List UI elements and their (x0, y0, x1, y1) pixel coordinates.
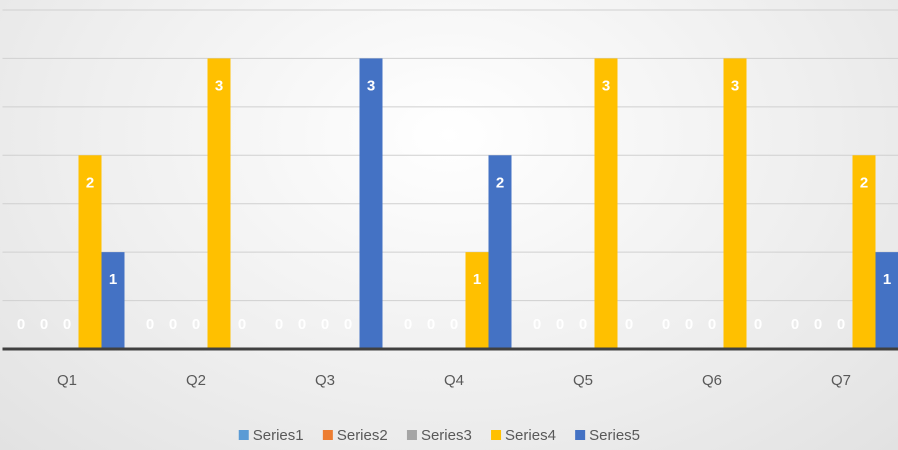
x-tick-label: Q3 (315, 372, 335, 389)
legend-label: Series1 (253, 427, 304, 444)
data-label: 1 (109, 271, 117, 288)
data-label: 3 (215, 77, 223, 94)
bar (465, 252, 489, 349)
data-label: 2 (860, 174, 868, 191)
data-label: 3 (602, 77, 610, 94)
bar (359, 58, 383, 350)
x-tick-label: Q5 (573, 372, 593, 389)
bar (875, 252, 898, 349)
data-label: 3 (367, 77, 375, 94)
data-label: 0 (754, 316, 762, 333)
x-tick-label: Q1 (57, 372, 77, 389)
data-label: 0 (40, 316, 48, 333)
bar (852, 155, 876, 349)
bar (723, 58, 747, 350)
x-tick-label: Q7 (831, 372, 851, 389)
bar (594, 58, 618, 350)
legend-label: Series5 (589, 427, 640, 444)
bar (101, 252, 125, 349)
x-tick-label: Q4 (444, 372, 464, 389)
data-label: 0 (814, 316, 822, 333)
data-label: 0 (533, 316, 541, 333)
data-label: 0 (404, 316, 412, 333)
legend-label: Series2 (337, 427, 388, 444)
x-tick-label: Q6 (702, 372, 722, 389)
x-tick-label: Q2 (186, 372, 206, 389)
data-label: 0 (685, 316, 693, 333)
legend-swatch (575, 430, 586, 440)
data-label: 0 (63, 316, 71, 333)
data-label: 2 (86, 174, 94, 191)
data-label: 3 (731, 77, 739, 94)
data-label: 0 (837, 316, 845, 333)
data-label: 0 (238, 316, 246, 333)
data-label: 0 (17, 316, 25, 333)
data-label: 0 (708, 316, 716, 333)
data-label: 0 (192, 316, 200, 333)
data-label: 0 (169, 316, 177, 333)
data-label: 2 (496, 174, 504, 191)
data-label: 0 (662, 316, 670, 333)
bar (207, 58, 231, 350)
data-label: 0 (275, 316, 283, 333)
data-label: 0 (791, 316, 799, 333)
legend-swatch (322, 430, 333, 440)
data-label: 0 (556, 316, 564, 333)
data-label: 1 (473, 271, 481, 288)
data-label: 0 (579, 316, 587, 333)
legend-swatch (491, 430, 502, 440)
legend-label: Series3 (421, 427, 472, 444)
data-label: 0 (146, 316, 154, 333)
legend-label: Series4 (505, 427, 556, 444)
data-label: 0 (321, 316, 329, 333)
data-label: 0 (298, 316, 306, 333)
bar (488, 155, 512, 349)
data-label: 0 (625, 316, 633, 333)
data-label: 1 (883, 271, 891, 288)
legend-swatch (238, 430, 249, 440)
data-label: 0 (427, 316, 435, 333)
data-label: 0 (344, 316, 352, 333)
bar (78, 155, 102, 349)
legend-swatch (406, 430, 417, 440)
data-label: 0 (450, 316, 458, 333)
